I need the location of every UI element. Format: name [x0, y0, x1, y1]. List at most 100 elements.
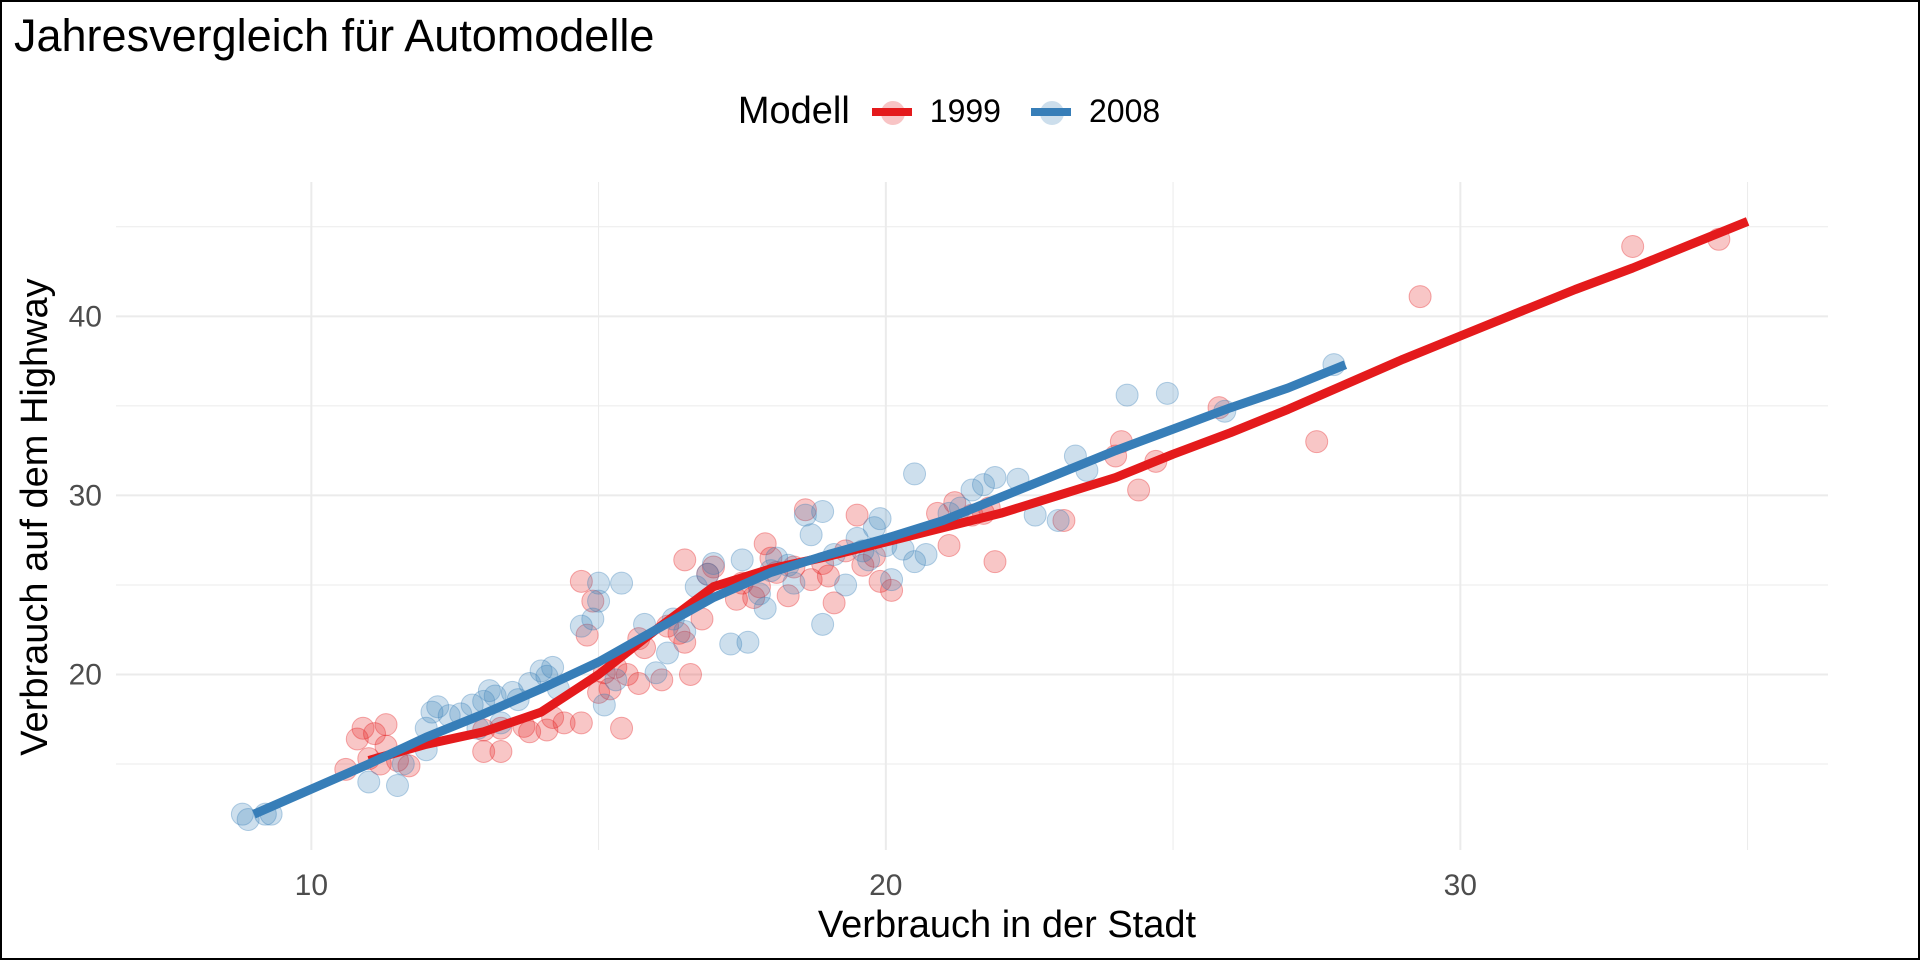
data-point-2008: [736, 630, 760, 654]
data-point-2008: [581, 607, 605, 631]
data-point-1999: [472, 740, 496, 764]
data-point-1999: [650, 668, 674, 692]
data-point-2008: [1155, 381, 1179, 405]
data-point-1999: [822, 591, 846, 615]
data-point-2008: [357, 770, 381, 794]
data-point-1999: [845, 503, 869, 527]
x-tick-label: 20: [869, 869, 902, 902]
data-point-1999: [610, 716, 634, 740]
data-point-2008: [604, 668, 628, 692]
y-tick-label: 30: [69, 479, 102, 512]
data-point-2008: [971, 473, 995, 497]
data-point-2008: [1046, 508, 1070, 532]
data-point-1999: [581, 589, 605, 613]
data-point-1999: [701, 555, 725, 579]
data-point-2008: [747, 582, 771, 606]
legend-key-2008: [1027, 92, 1075, 132]
data-point-2008: [811, 612, 835, 636]
legend-label-2008: 2008: [1088, 93, 1161, 129]
data-point-2008: [701, 551, 725, 575]
data-point-2008: [587, 589, 611, 613]
data-point-1999: [673, 548, 697, 572]
data-point-1999: [489, 740, 513, 764]
data-point-1999: [1408, 285, 1432, 309]
data-point-2008: [529, 659, 553, 683]
y-axis-title: Verbrauch auf dem Highway: [14, 278, 56, 755]
data-point-1999: [615, 662, 639, 686]
data-point-1999: [535, 718, 559, 742]
data-point-1999: [937, 534, 961, 558]
data-point-2008: [420, 700, 444, 724]
data-point-2008: [230, 802, 254, 826]
data-point-1999: [793, 498, 817, 522]
data-point-1999: [1127, 478, 1151, 502]
chart-title: Jahresvergleich für Automodelle: [14, 10, 655, 61]
data-point-2008: [983, 465, 1007, 489]
trend-layer: [252, 217, 1750, 819]
data-point-2008: [541, 655, 565, 679]
data-point-2008: [753, 596, 777, 620]
data-point-1999: [587, 680, 611, 704]
legend-line-1999: [871, 107, 912, 116]
data-point-1999: [799, 568, 823, 592]
grid-layer: [116, 182, 1828, 850]
x-tick-label: 30: [1444, 869, 1477, 902]
data-point-1999: [776, 584, 800, 608]
data-point-2008: [673, 620, 697, 644]
y-tick-label: 40: [69, 300, 102, 333]
data-point-2008: [644, 661, 668, 685]
data-point-2008: [834, 573, 858, 597]
data-point-2008: [587, 571, 611, 595]
data-point-1999: [598, 677, 622, 701]
data-point-2008: [426, 695, 450, 719]
ticks-layer: 10 20 30 20 30 40: [69, 300, 1477, 902]
data-point-2008: [477, 679, 501, 703]
data-point-2008: [811, 500, 835, 524]
data-point-1999: [1052, 508, 1076, 532]
legend-item-1999: 1999: [868, 92, 1001, 132]
data-point-2008: [236, 808, 260, 832]
data-point-2008: [960, 478, 984, 502]
data-point-2008: [1115, 383, 1139, 407]
legend-item-2008: 2008: [1027, 92, 1160, 132]
data-point-1999: [569, 569, 593, 593]
data-point-2008: [610, 571, 634, 595]
x-axis-title: Verbrauch in der Stadt: [818, 904, 1197, 946]
data-point-1999: [397, 754, 421, 778]
data-point-2008: [903, 462, 927, 486]
data-point-2008: [903, 550, 927, 574]
data-point-1999: [351, 716, 375, 740]
data-point-2008: [696, 562, 720, 586]
data-point-2008: [868, 507, 892, 531]
data-point-2008: [592, 693, 616, 717]
data-point-1999: [569, 711, 593, 735]
data-point-1999: [983, 550, 1007, 574]
y-tick-label: 20: [69, 658, 102, 691]
trend-line-1999: [367, 217, 1750, 765]
data-point-1999: [678, 662, 702, 686]
legend-title: Modell: [737, 90, 850, 132]
data-point-1999: [696, 562, 720, 586]
data-point-1999: [345, 727, 369, 751]
data-point-1999: [880, 578, 904, 602]
data-point-1999: [374, 713, 398, 737]
data-point-1999: [667, 621, 691, 645]
data-point-2008: [793, 503, 817, 527]
data-point-1999: [816, 564, 840, 588]
data-point-2008: [719, 632, 743, 656]
data-point-1999: [627, 671, 651, 695]
data-point-1999: [363, 722, 387, 746]
data-point-2008: [569, 614, 593, 638]
data-point-1999: [1621, 234, 1645, 258]
trend-line-2008: [252, 360, 1348, 819]
data-point-2008: [656, 641, 680, 665]
data-point-1999: [552, 711, 576, 735]
data-point-1999: [753, 532, 777, 556]
data-point-1999: [1305, 430, 1329, 454]
legend-line-2008: [1030, 107, 1071, 116]
legend-key-1999: [868, 92, 916, 132]
data-point-1999: [518, 720, 542, 744]
data-point-1999: [868, 569, 892, 593]
data-point-2008: [782, 571, 806, 595]
